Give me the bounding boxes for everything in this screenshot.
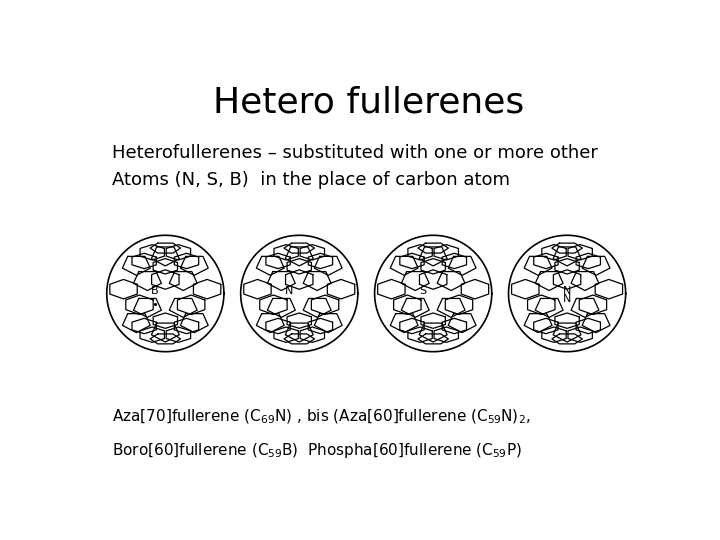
- Text: Hetero fullerenes: Hetero fullerenes: [213, 85, 525, 119]
- Text: Heterofullerenes – substituted with one or more other: Heterofullerenes – substituted with one …: [112, 144, 598, 162]
- Text: Atoms (N, S, B)  in the place of carbon atom: Atoms (N, S, B) in the place of carbon a…: [112, 171, 510, 189]
- Text: Aza[70]fullerene (C$_{69}$N) , bis (Aza[60]fullerene (C$_{59}$N)$_{2}$,: Aza[70]fullerene (C$_{69}$N) , bis (Aza[…: [112, 408, 531, 426]
- Text: N: N: [563, 286, 571, 296]
- Text: Boro[60]fullerene (C$_{59}$B)  Phospha[60]fullerene (C$_{59}$P): Boro[60]fullerene (C$_{59}$B) Phospha[60…: [112, 441, 522, 460]
- Text: N: N: [563, 294, 571, 305]
- Text: N: N: [284, 286, 293, 295]
- Text: B: B: [151, 286, 158, 295]
- Text: S: S: [419, 286, 426, 295]
